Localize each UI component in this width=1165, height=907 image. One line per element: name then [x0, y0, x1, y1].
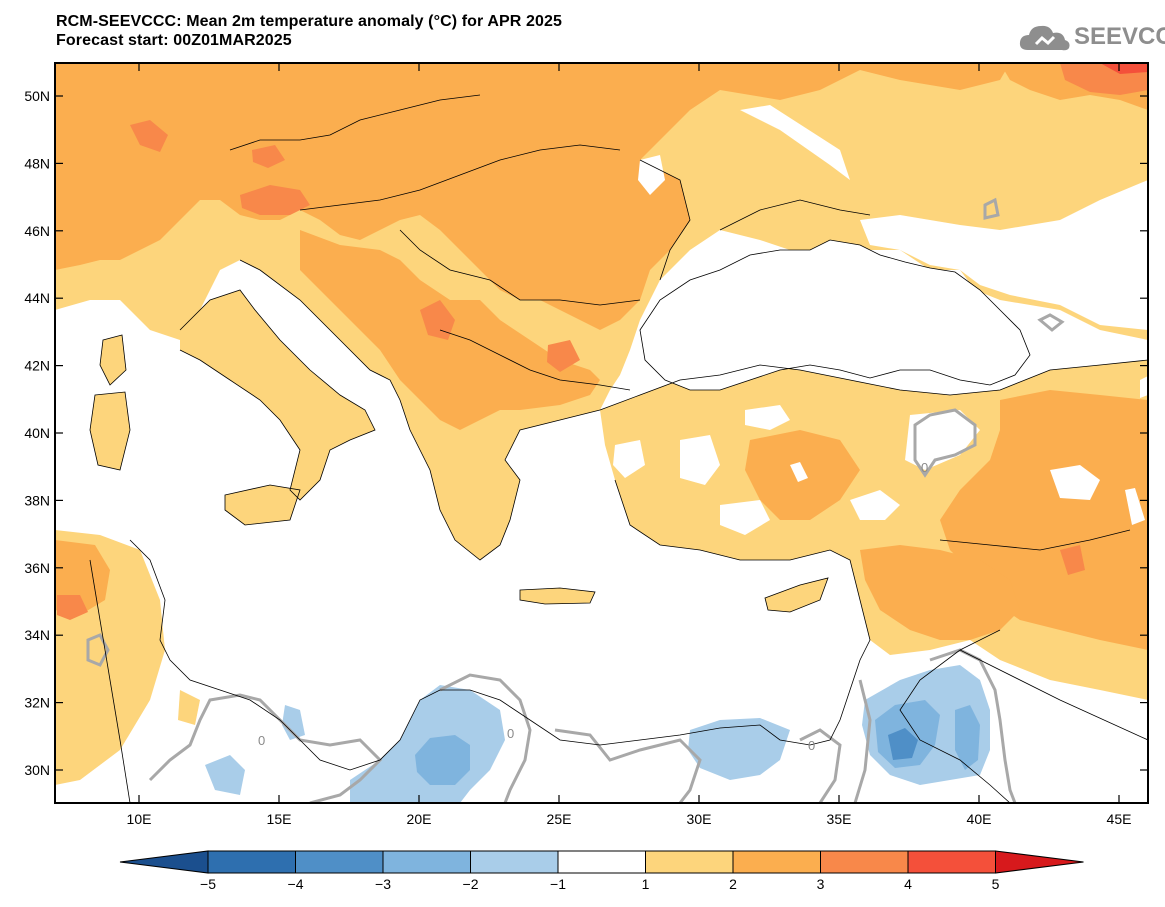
colorbar-label: −4 — [288, 876, 304, 892]
contour-label: 0 — [808, 738, 815, 753]
colorbar-label: 3 — [817, 876, 825, 892]
lon-label: 15E — [267, 811, 292, 827]
latitude-axis: 50N 48N 46N 44N 42N 40N 38N 36N 34N 32N 30N — [24, 88, 1148, 778]
anomaly-italy — [180, 290, 375, 500]
lon-label: 30E — [687, 811, 712, 827]
colorbar-extend-low — [119, 850, 209, 874]
black-sea — [639, 239, 1031, 391]
contour-label: 0 — [258, 733, 265, 748]
map-field — [55, 63, 1148, 803]
lat-label: 40N — [24, 425, 50, 441]
longitude-axis: 10E 15E 20E 25E 30E 35E 40E 45E — [127, 63, 1132, 827]
lat-label: 42N — [24, 358, 50, 374]
colorbar-segment — [645, 850, 734, 874]
logo-text: SEEVCCC — [1074, 23, 1165, 50]
lat-label: 36N — [24, 560, 50, 576]
lon-label: 25E — [547, 811, 572, 827]
colorbar-label: −5 — [200, 876, 216, 892]
lat-label: 48N — [24, 155, 50, 171]
cloud-icon — [1019, 25, 1070, 51]
map-title: RCM-SEEVCCC: Mean 2m temperature anomaly… — [56, 12, 562, 50]
lat-label: 46N — [24, 223, 50, 239]
colorbar-label: −2 — [463, 876, 479, 892]
title-line-1: RCM-SEEVCCC: Mean 2m temperature anomaly… — [56, 13, 562, 30]
borders — [89, 94, 1148, 803]
colorbar-segment — [732, 850, 821, 874]
anomaly-3-4 — [57, 63, 1148, 620]
contour-label: 0 — [507, 726, 514, 741]
lon-label: 35E — [827, 811, 852, 827]
colorbar-segment — [907, 850, 996, 874]
title-line-2: Forecast start: 00Z01MAR2025 — [56, 32, 292, 49]
lat-label: 38N — [24, 492, 50, 508]
colorbar-segment — [820, 850, 909, 874]
lat-label: 32N — [24, 695, 50, 711]
lon-label: 10E — [127, 811, 152, 827]
seevccc-logo: SEEVCCC — [1018, 20, 1165, 56]
contour-label: 0 — [921, 460, 928, 475]
lat-label: 34N — [24, 627, 50, 643]
lon-label: 40E — [967, 811, 992, 827]
colorbar-segment — [557, 850, 646, 874]
lat-label: 30N — [24, 762, 50, 778]
lat-label: 44N — [24, 290, 50, 306]
colorbar-label: −3 — [375, 876, 391, 892]
colorbar-label: 1 — [642, 876, 650, 892]
colorbar-label: 5 — [992, 876, 1000, 892]
colorbar-segment — [207, 850, 296, 874]
lon-label: 45E — [1107, 811, 1132, 827]
colorbar-label: −1 — [550, 876, 566, 892]
lon-label: 20E — [407, 811, 432, 827]
colorbar-label: 2 — [729, 876, 737, 892]
lat-label: 50N — [24, 88, 50, 104]
colorbar-extend-high — [995, 850, 1084, 874]
contour-labels: 0 0 0 0 — [258, 460, 928, 753]
colorbar-segment — [470, 850, 559, 874]
colorbar-segment — [382, 850, 471, 874]
colorbar: −5 −4 −3 −2 −1 1 2 3 4 5 — [119, 850, 1084, 892]
colorbar-label: 4 — [904, 876, 912, 892]
colorbar-segment — [295, 850, 384, 874]
